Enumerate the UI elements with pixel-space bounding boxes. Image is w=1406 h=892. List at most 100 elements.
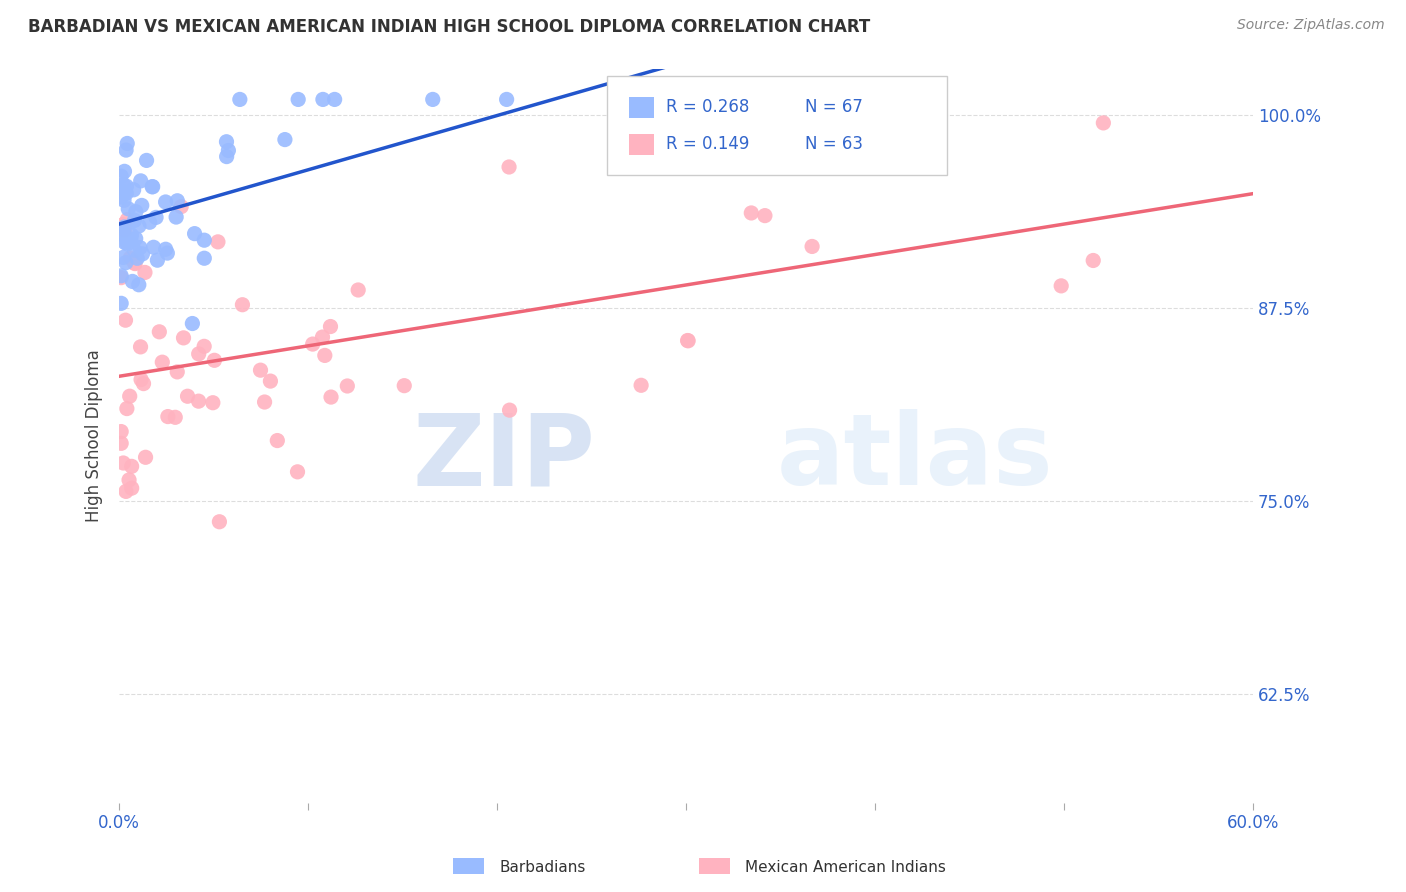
Point [165,210,187,224]
Point [828,145,851,160]
Point [1050,278,1073,293]
Point [1092,116,1115,130]
Point [115,255,138,269]
Point [129,174,152,188]
Point [122,183,145,197]
Point [187,347,209,361]
Point [394,378,416,392]
Point [229,92,252,106]
Point [754,209,776,223]
Point [173,331,195,345]
Point [314,348,336,362]
Point [128,277,150,292]
Point [127,252,149,266]
Text: R = 0.149: R = 0.149 [665,135,749,153]
Point [215,150,238,164]
Point [176,389,198,403]
Point [112,227,135,242]
Point [1083,253,1105,268]
Point [231,298,253,312]
Point [125,231,148,245]
Point [124,213,146,227]
Point [117,236,139,251]
Point [146,253,169,268]
Point [120,251,142,265]
Point [111,223,134,237]
Point [336,379,359,393]
Point [112,456,135,470]
Point [115,484,138,499]
Point [319,319,342,334]
Point [117,212,139,227]
Text: N = 67: N = 67 [806,98,863,117]
Point [112,194,135,208]
Point [145,211,167,225]
Point [132,376,155,391]
Point [135,450,157,465]
FancyBboxPatch shape [630,97,654,119]
Text: atlas: atlas [776,409,1053,506]
Point [166,365,188,379]
Point [801,239,824,253]
Point [498,403,520,417]
Point [112,178,135,192]
Point [118,473,141,487]
Point [115,401,138,416]
Point [110,190,132,204]
Point [676,334,699,348]
Point [110,185,132,199]
Point [112,218,135,232]
Point [208,515,231,529]
Point [121,481,143,495]
Point [614,92,637,106]
Point [215,135,238,149]
Point [142,240,165,254]
Point [115,186,138,201]
Text: Source: ZipAtlas.com: Source: ZipAtlas.com [1237,18,1385,32]
Point [110,270,132,285]
Point [114,164,136,178]
Point [266,434,288,448]
Point [114,235,136,250]
Point [129,241,152,255]
Point [131,198,153,212]
Point [495,92,517,106]
Point [612,92,634,106]
Point [129,373,152,387]
Point [124,243,146,257]
Point [125,204,148,219]
Point [498,160,520,174]
Text: Barbadians: Barbadians [499,860,585,874]
Point [114,219,136,234]
Point [112,251,135,265]
Point [129,340,152,354]
Point [259,374,281,388]
Point [120,227,142,242]
Point [207,235,229,249]
Point [422,92,444,106]
Point [114,223,136,237]
Point [668,92,690,106]
Point [312,92,335,106]
Point [217,144,239,158]
Text: N = 63: N = 63 [806,135,863,153]
Point [287,92,309,106]
Point [121,459,143,474]
Point [124,256,146,270]
Point [150,355,173,369]
Point [155,242,177,256]
Point [115,179,138,194]
Point [134,265,156,279]
Point [170,200,193,214]
FancyBboxPatch shape [607,76,946,175]
Text: R = 0.268: R = 0.268 [665,98,749,117]
Point [117,202,139,216]
Point [249,363,271,377]
Point [319,390,342,404]
Point [193,252,215,266]
Point [156,246,179,260]
Point [193,233,215,247]
Point [155,194,177,209]
Text: ZIP: ZIP [412,409,595,506]
Point [131,247,153,261]
